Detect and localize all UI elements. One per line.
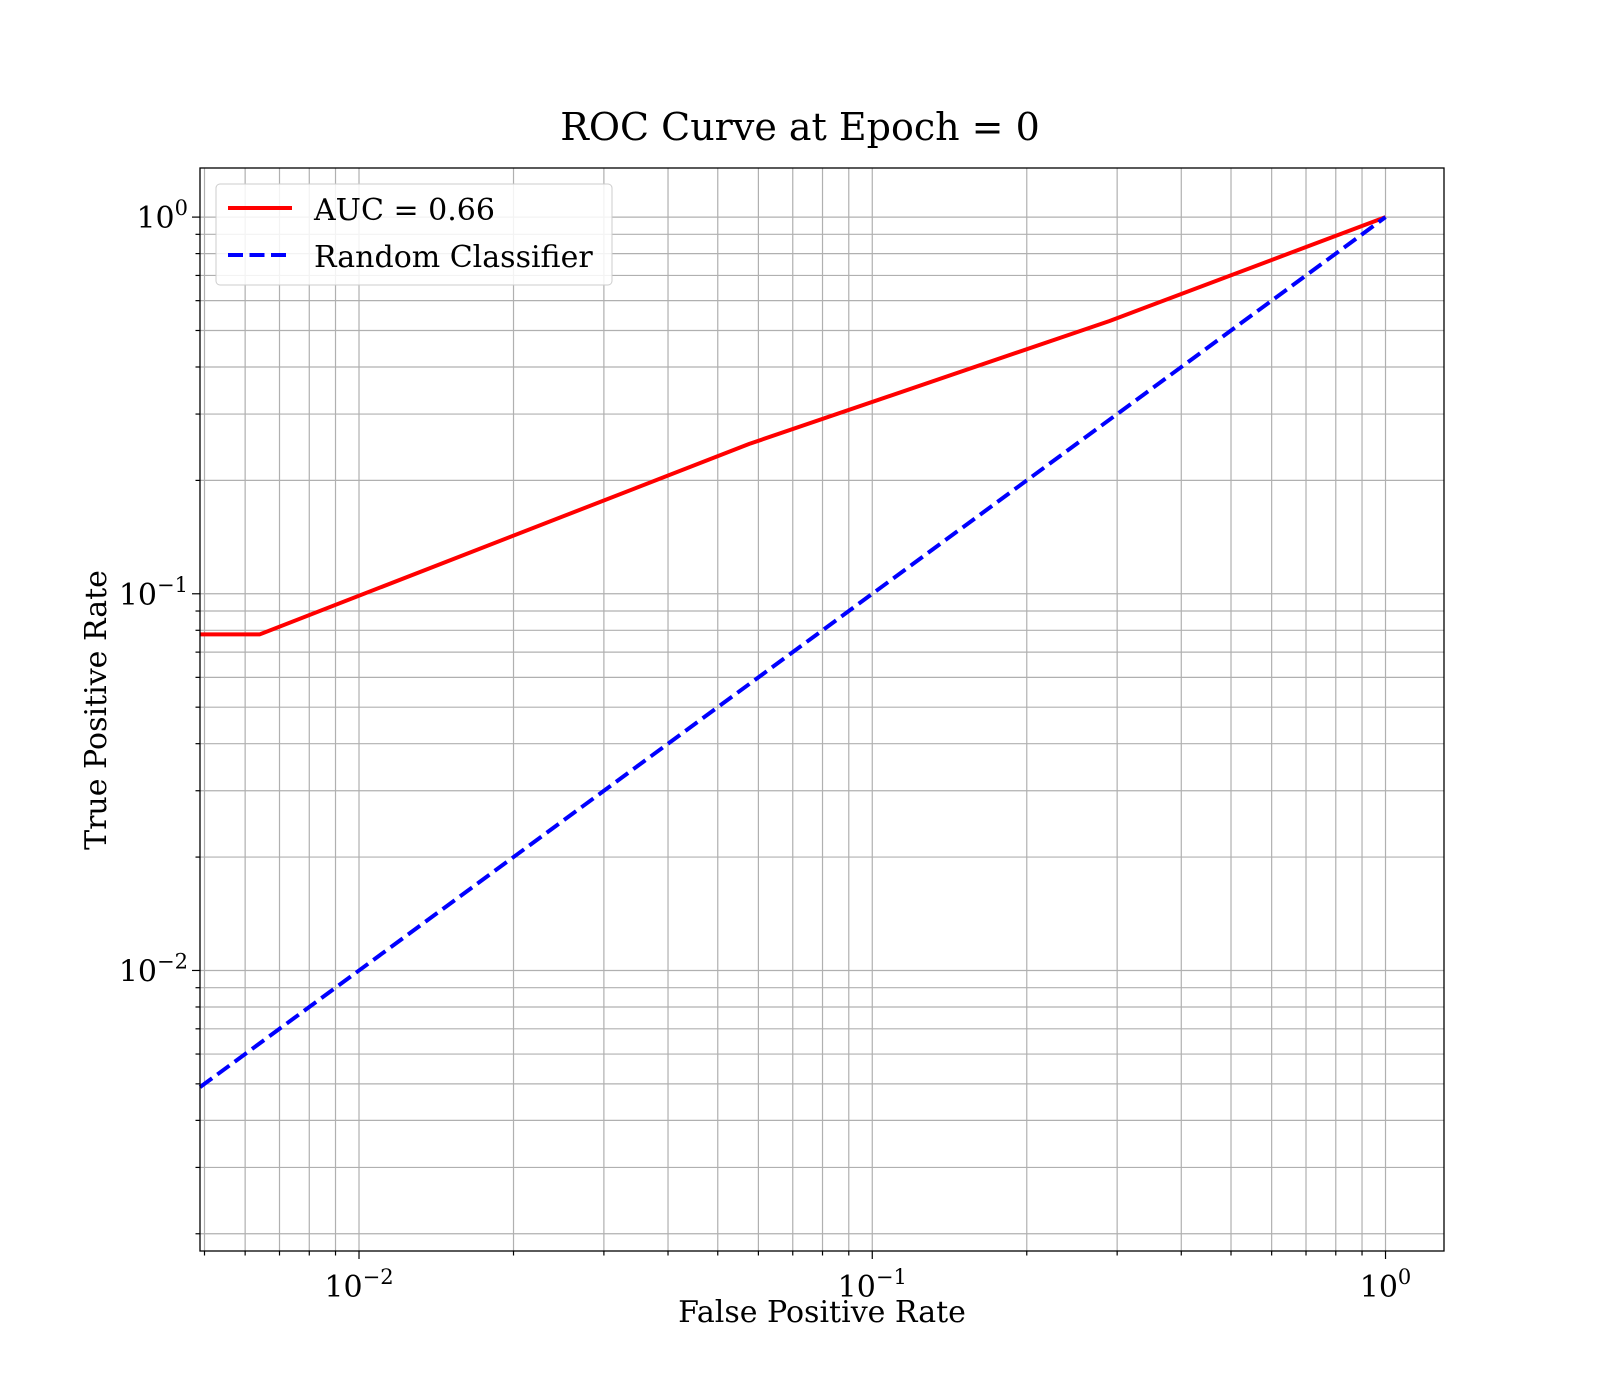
grid	[200, 168, 1444, 1251]
y-tick-label: 100	[136, 196, 188, 236]
ticks: 10−2 10−1 100 10−2 10−1 100	[119, 196, 1411, 1305]
legend-label-auc: AUC = 0.66	[313, 193, 495, 228]
series-line-0	[200, 215, 1387, 637]
x-tick-label: 100	[1360, 1265, 1412, 1305]
y-tick-label: 10−1	[119, 573, 188, 613]
chart-title: ROC Curve at Epoch = 0	[560, 105, 1040, 149]
x-axis-label: False Positive Rate	[678, 1295, 966, 1330]
x-tick-label: 10−2	[324, 1265, 393, 1305]
y-tick-label: 10−2	[119, 949, 188, 989]
series-line-1	[198, 215, 1387, 1089]
legend-label-random: Random Classifier	[314, 240, 593, 275]
plot-area	[198, 215, 1387, 1089]
legend-box	[215, 183, 613, 286]
y-axis-label: True Positive Rate	[79, 570, 114, 850]
legend: AUC = 0.66 Random Classifier	[215, 183, 613, 286]
x-tick-label: 10−1	[838, 1265, 907, 1305]
